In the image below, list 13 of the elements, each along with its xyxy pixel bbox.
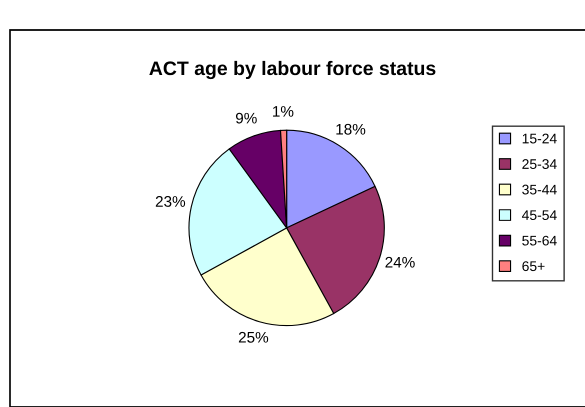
- data-label: 1%: [273, 106, 294, 117]
- legend-label: 45-54: [522, 210, 557, 220]
- data-label: 25%: [238, 332, 268, 343]
- legend-label: 15-24: [522, 134, 557, 144]
- legend-label: 35-44: [522, 184, 557, 195]
- data-label: 23%: [156, 196, 186, 207]
- data-label: 18%: [336, 124, 366, 135]
- legend-label: 55-64: [522, 236, 557, 246]
- legend-label: 25-34: [522, 159, 557, 169]
- chart-title: ACT age by labour force status: [149, 60, 436, 80]
- data-label: 9%: [236, 112, 257, 124]
- legend-label: 65+: [522, 261, 545, 272]
- data-label: 24%: [385, 256, 415, 268]
